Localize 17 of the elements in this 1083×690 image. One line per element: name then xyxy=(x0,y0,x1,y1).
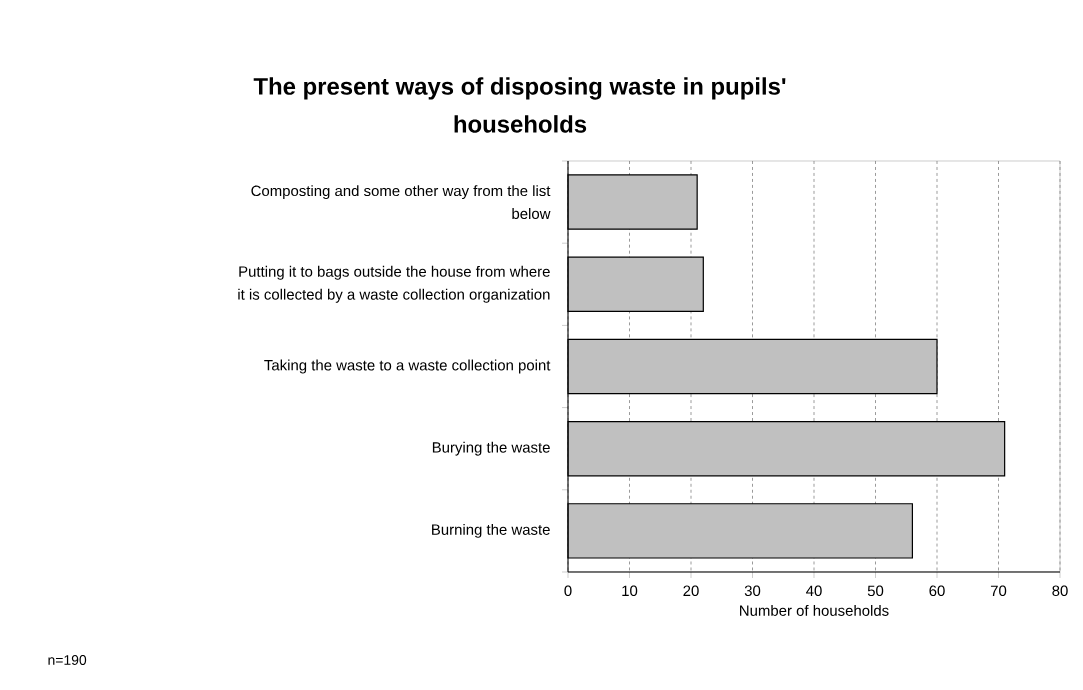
x-tick-label: 60 xyxy=(929,585,945,597)
y-tick-label: Putting it to bags outside the house from where it is collected by a waste collection organization xyxy=(238,265,550,303)
y-tick-label: Burning the waste xyxy=(432,523,550,538)
text: n=190 xyxy=(48,655,87,665)
x-tick-label: 10 xyxy=(622,585,638,597)
x-tick-label: 40 xyxy=(806,585,822,597)
y-tick-label: Taking the waste to a waste collection point xyxy=(264,359,551,374)
x-tick-label: 0 xyxy=(564,585,572,597)
x-tick-label: 30 xyxy=(744,585,761,597)
x-tick-label: 20 xyxy=(683,585,699,597)
x-axis-title: Number of households xyxy=(740,604,889,616)
x-tick-label: 70 xyxy=(990,585,1007,597)
y-tick-label: Composting and some other way from the list below xyxy=(251,185,551,220)
y-tick-label: Burying the waste xyxy=(432,441,550,456)
x-tick-label: 80 xyxy=(1052,585,1068,597)
chart-title: The present ways of disposing waste in pupils' households xyxy=(253,77,786,133)
x-tick-label: 50 xyxy=(867,585,884,597)
